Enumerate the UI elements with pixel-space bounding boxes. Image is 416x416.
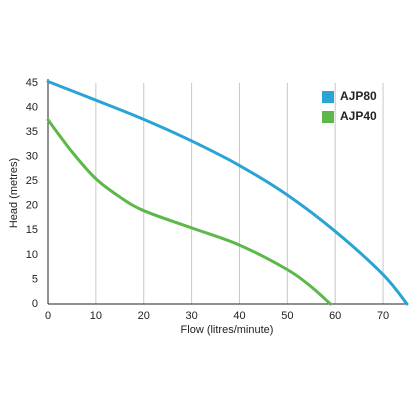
legend-label: AJP80: [340, 89, 377, 103]
series-line: [46, 80, 409, 306]
y-tick-label: 40: [26, 101, 38, 113]
y-tick-label: 25: [26, 175, 38, 187]
y-axis-title: Head (metres): [8, 158, 20, 228]
x-tick-label: 40: [233, 310, 245, 322]
series-line: [46, 118, 332, 306]
legend-swatch: [322, 91, 334, 103]
y-tick-label: 30: [26, 151, 38, 163]
legend-swatch: [322, 111, 334, 123]
y-tick-label: 0: [32, 298, 38, 310]
y-tick-label: 35: [26, 126, 38, 138]
legend-label: AJP40: [340, 109, 377, 123]
y-tick-label: 15: [26, 224, 38, 236]
x-tick-label: 60: [329, 310, 341, 322]
y-tick-label: 20: [26, 200, 38, 212]
y-tick-label: 45: [26, 77, 38, 89]
x-tick-label: 30: [185, 310, 197, 322]
y-tick-label: 5: [32, 273, 38, 285]
x-tick-label: 70: [377, 310, 389, 322]
x-tick-label: 0: [45, 310, 51, 322]
x-tick-label: 10: [90, 310, 102, 322]
x-tick-label: 50: [281, 310, 293, 322]
x-axis-title: Flow (litres/minute): [181, 324, 274, 336]
y-tick-label: 10: [26, 249, 38, 261]
x-tick-label: 20: [138, 310, 150, 322]
